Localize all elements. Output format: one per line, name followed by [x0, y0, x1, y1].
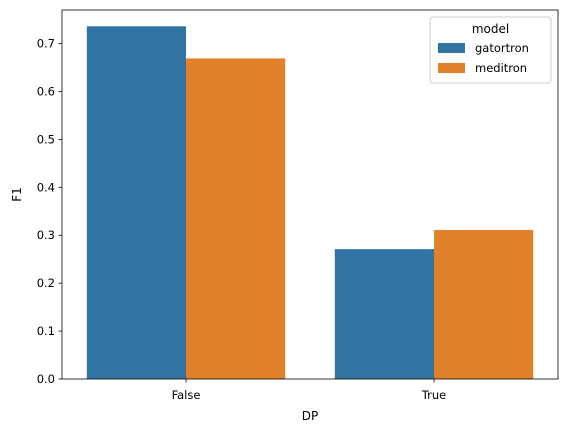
bars-layer — [86, 26, 534, 379]
y-tick-label: 0.1 — [37, 324, 55, 338]
y-axis: 0.0 0.1 0.2 0.3 0.4 0.5 0.6 0.7 — [37, 37, 62, 386]
y-tick-label: 0.5 — [37, 132, 55, 146]
legend-title: model — [472, 22, 509, 36]
x-axis-label: DP — [302, 409, 318, 423]
legend-items: gatortron meditron — [438, 41, 529, 75]
legend: model gatortron meditron — [429, 16, 552, 84]
legend-label-gatortron: gatortron — [475, 41, 529, 55]
y-tick-label: 0.2 — [37, 276, 55, 290]
bar-meditron-true — [434, 229, 534, 379]
legend-swatch-meditron — [438, 63, 465, 73]
bar-gatortron-false — [86, 26, 186, 379]
x-tick-label: True — [421, 388, 446, 402]
x-axis: False True — [172, 379, 446, 402]
y-tick-label: 0.7 — [37, 37, 55, 51]
legend-swatch-gatortron — [438, 43, 465, 53]
bar-gatortron-true — [334, 249, 434, 379]
plot-frame — [61, 9, 559, 380]
legend-label-meditron: meditron — [475, 61, 527, 75]
y-tick-label: 0.4 — [37, 180, 55, 194]
bar-meditron-false — [186, 58, 286, 379]
y-tick-label: 0.3 — [37, 228, 55, 242]
x-tick-label: False — [172, 388, 201, 402]
y-tick-label: 0.6 — [37, 84, 55, 98]
y-tick-label: 0.0 — [37, 372, 55, 386]
y-axis-label: F1 — [10, 187, 24, 202]
